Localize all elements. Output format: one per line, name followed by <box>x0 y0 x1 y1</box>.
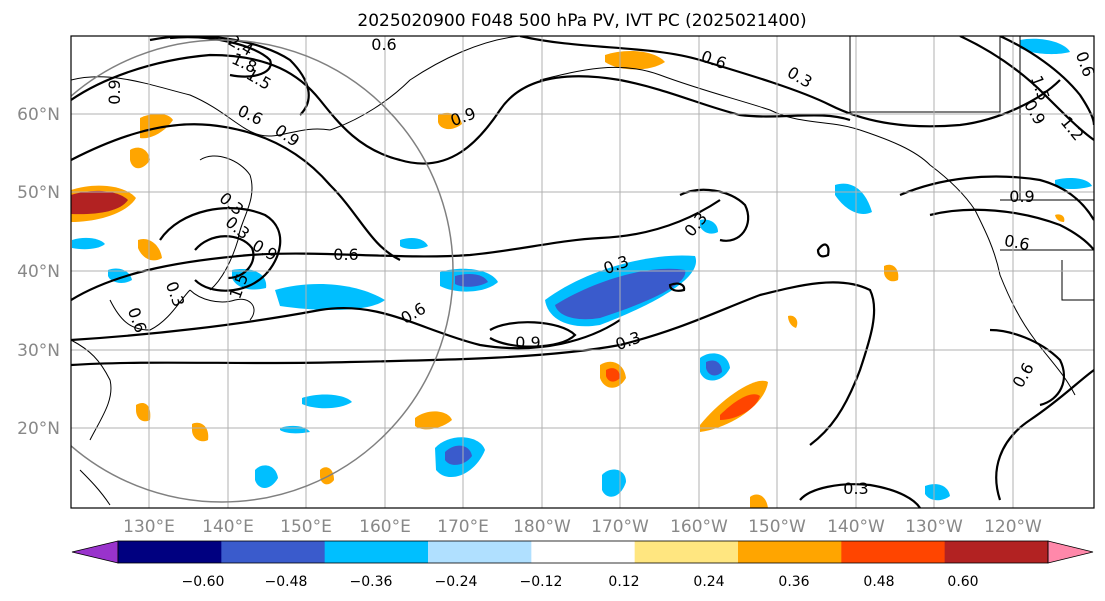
lon-label: 160°W <box>670 517 728 537</box>
contour-label: 0.6 <box>371 35 396 54</box>
graticule <box>71 36 1094 508</box>
colorbar-tick: 0.36 <box>778 574 809 590</box>
colorbar-extend-high <box>1047 540 1094 564</box>
lon-label: 160°E <box>359 517 411 537</box>
neg-region <box>706 360 722 376</box>
colorbar-tick: 0.12 <box>608 574 639 590</box>
neg-region <box>1020 38 1070 55</box>
lon-label: 140°E <box>202 517 254 537</box>
lon-label: 140°W <box>827 517 885 537</box>
pos-region <box>415 411 452 430</box>
colorbar-segment <box>531 541 636 563</box>
colorbar-segment <box>118 541 222 563</box>
contour-label: 0.6 <box>333 245 358 264</box>
colorbar-segment <box>738 541 842 563</box>
contour-label: 0.9 <box>1009 187 1034 206</box>
colorbar-segment <box>428 541 532 563</box>
pos-region <box>71 190 128 215</box>
colorbar-segment <box>944 541 1049 563</box>
lon-label: 120°W <box>984 517 1042 537</box>
colorbar-segment <box>841 541 946 563</box>
neg-region <box>700 219 718 234</box>
pos-region <box>192 422 209 442</box>
colorbar-segment <box>324 541 429 563</box>
colorbar-tick: 0.48 <box>863 574 894 590</box>
contour-label: 0.9 <box>515 333 540 352</box>
neg-region <box>925 484 950 501</box>
lon-label: 150°W <box>748 517 806 537</box>
pos-region <box>320 467 334 485</box>
lon-label: 150°E <box>280 517 332 537</box>
colorbar-tick: 0.60 <box>947 574 978 590</box>
pos-region <box>130 147 150 169</box>
neg-region <box>275 284 385 310</box>
colorbar-outline <box>117 540 1049 564</box>
chart-title: 2025020900 F048 500 hPa PV, IVT PC (2025… <box>357 11 806 31</box>
pos-region <box>884 264 899 282</box>
colorbar-tick: −0.48 <box>265 574 308 590</box>
lon-label: 130°E <box>123 517 175 537</box>
map-frame <box>70 35 1095 509</box>
pos-region <box>606 368 620 382</box>
pos-region <box>136 402 151 422</box>
colorbar-tick: −0.24 <box>435 574 478 590</box>
pos-region <box>140 113 173 139</box>
pv-contours <box>71 36 1094 508</box>
contour-label: 0.3 <box>843 479 868 498</box>
lon-labels: 130°E 140°E 150°E 160°E 170°E 180°W 170°… <box>123 517 1042 537</box>
range-circle <box>71 39 454 503</box>
neg-region <box>255 465 278 488</box>
pos-region <box>720 394 760 420</box>
lat-label: 20°N <box>17 419 60 439</box>
neg-region <box>400 238 428 249</box>
contour-label: 0.9 <box>105 79 124 104</box>
colorbar-tick: −0.60 <box>182 574 225 590</box>
neg-region <box>72 237 105 250</box>
neg-region <box>445 445 472 465</box>
pos-region <box>138 238 162 261</box>
lon-label: 170°E <box>437 517 489 537</box>
lon-label: 130°W <box>905 517 963 537</box>
neg-region <box>835 183 872 215</box>
contour-label: 0.6 <box>1003 231 1031 254</box>
colorbar-extend-low <box>71 540 119 564</box>
colorbar-ticks: −0.60 −0.48 −0.36 −0.24 −0.12 0.12 0.24 … <box>182 574 979 590</box>
lat-label: 30°N <box>17 341 60 361</box>
colorbar-tick: 0.24 <box>693 574 724 590</box>
pos-region <box>750 494 768 508</box>
lat-labels: 60°N 50°N 40°N 30°N 20°N <box>17 105 60 439</box>
colorbar-tick: −0.36 <box>350 574 393 590</box>
lat-label: 60°N <box>17 105 60 125</box>
pos-region <box>438 112 462 130</box>
neg-region <box>302 394 352 409</box>
colorbar-segment <box>221 541 326 563</box>
lon-label: 180°W <box>513 517 571 537</box>
lat-label: 40°N <box>17 262 60 282</box>
lon-label: 170°W <box>591 517 649 537</box>
pos-region <box>1055 214 1065 222</box>
colorbar-segment <box>634 541 739 563</box>
colorbar <box>71 540 1094 564</box>
neg-region <box>1055 178 1092 189</box>
colorbar-tick: −0.12 <box>520 574 563 590</box>
pos-region <box>788 315 798 328</box>
lat-label: 50°N <box>17 183 60 203</box>
